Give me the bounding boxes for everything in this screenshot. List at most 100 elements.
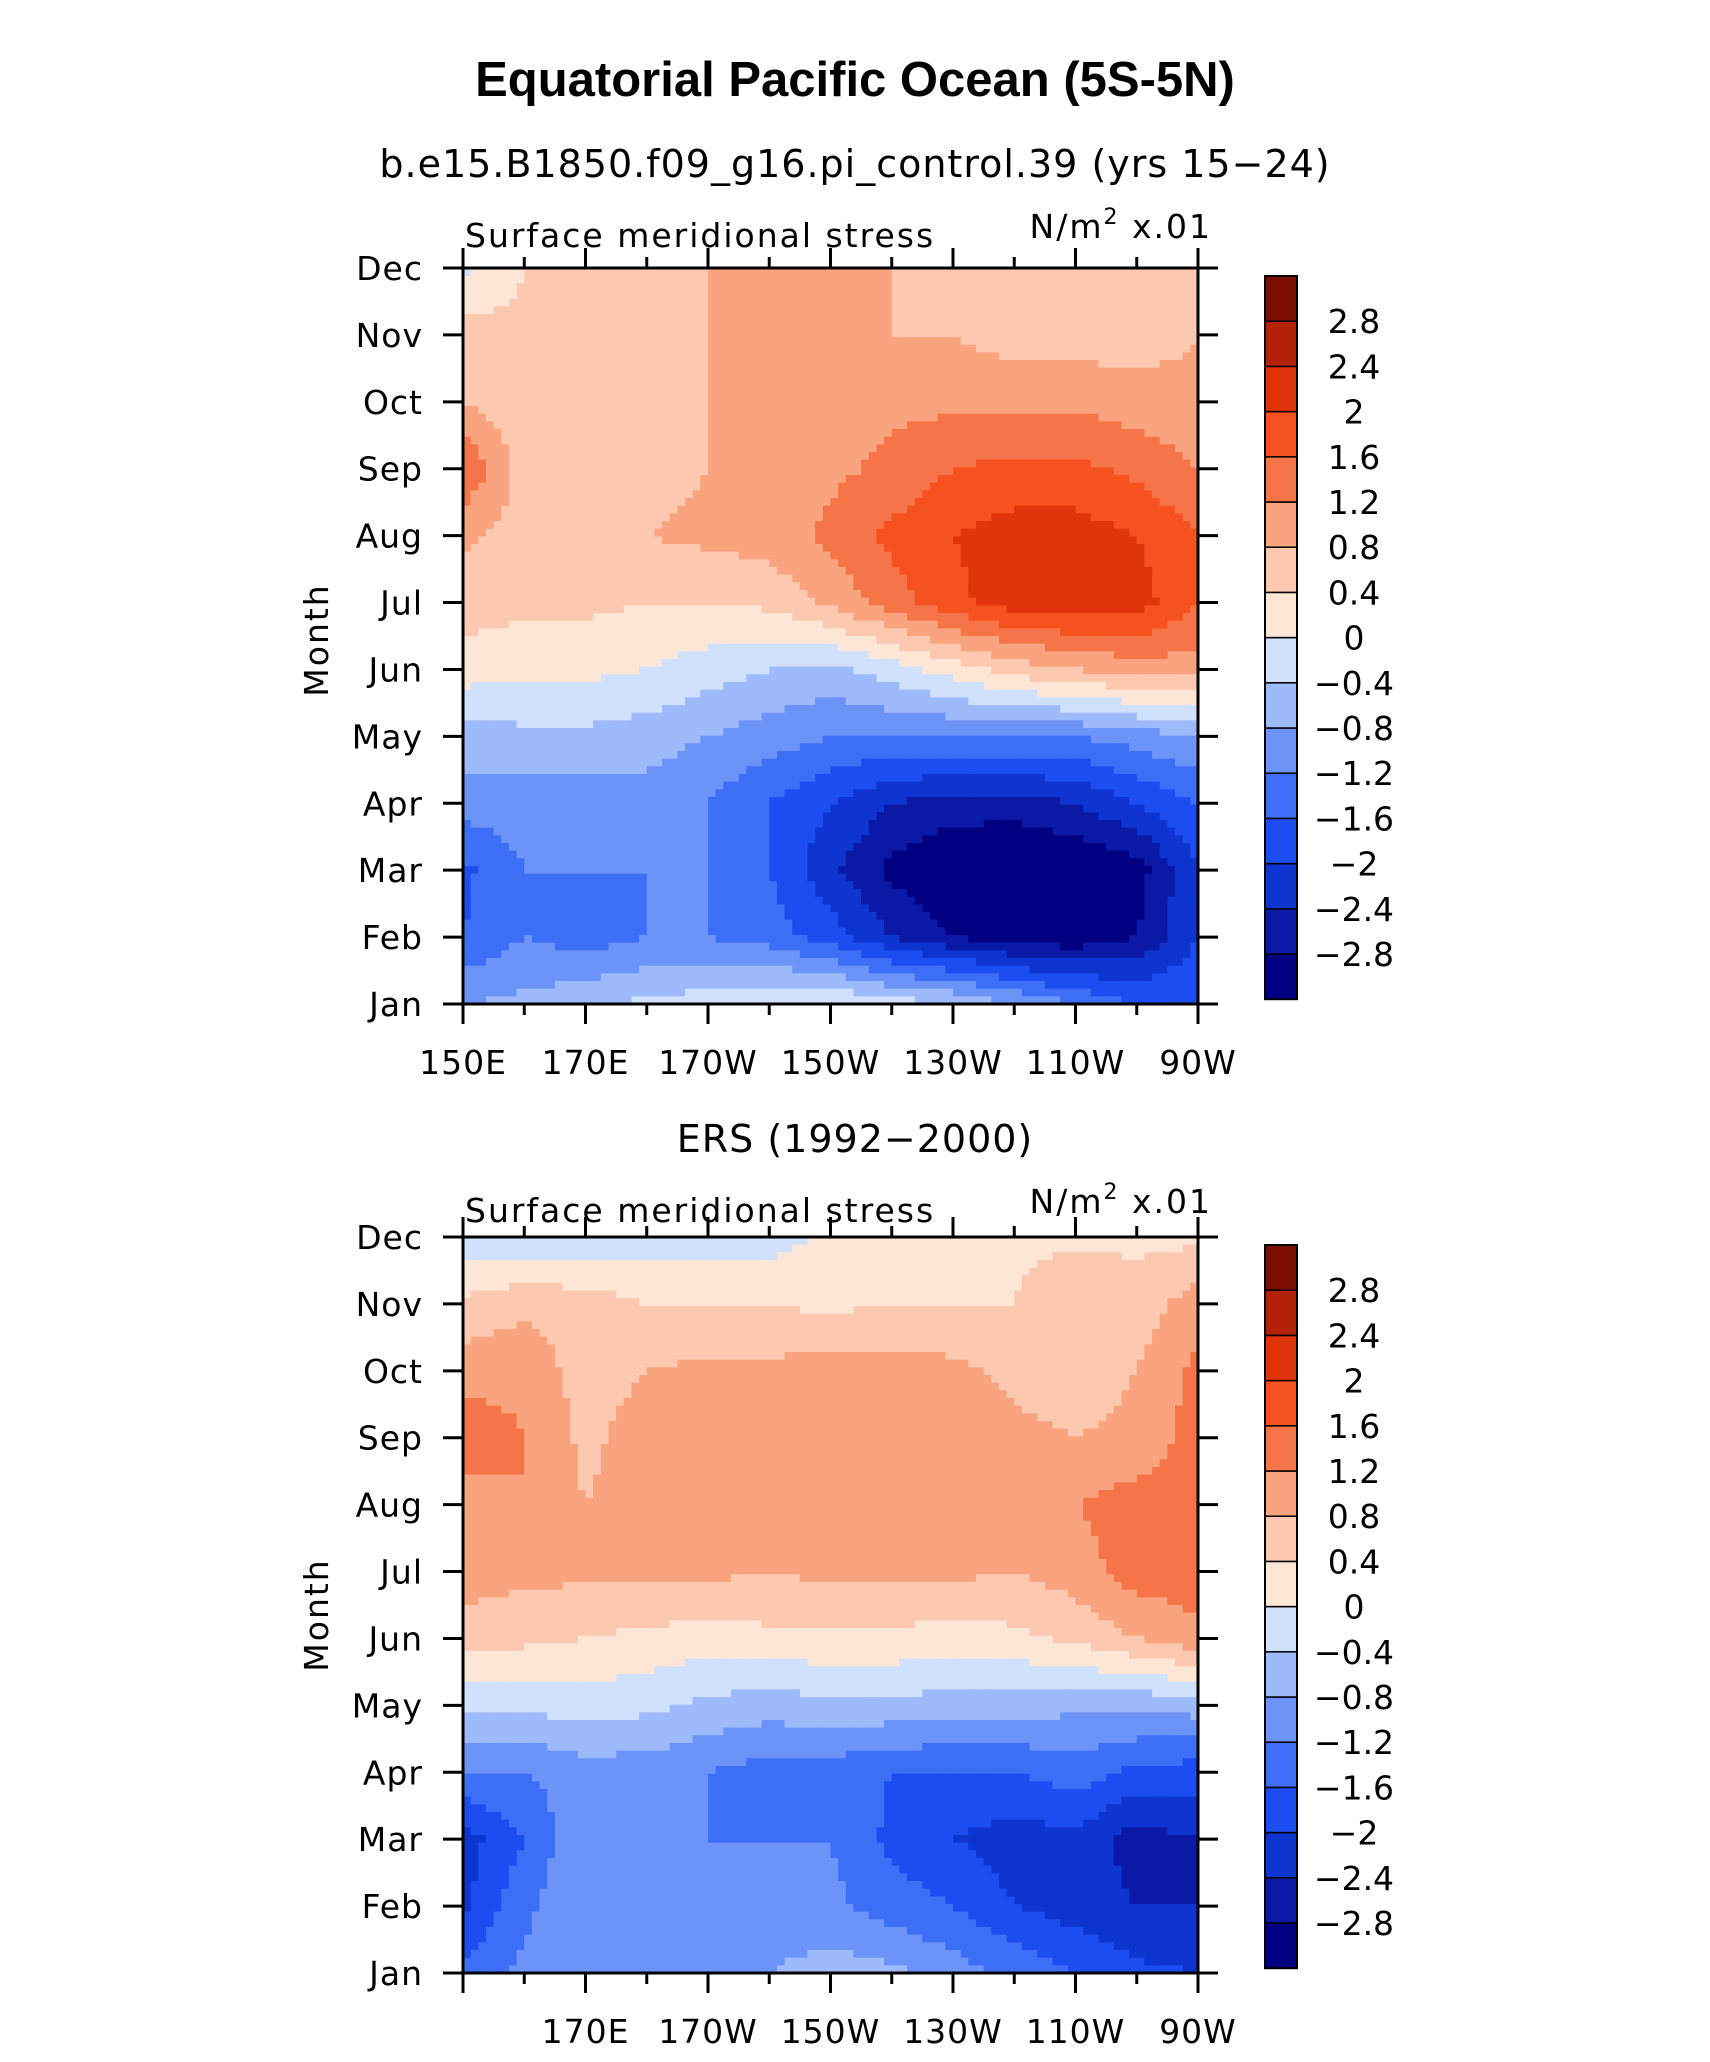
- contour-cell: [1083, 659, 1092, 668]
- contour-cell: [861, 268, 870, 277]
- contour-cell: [738, 620, 747, 629]
- contour-cell: [608, 528, 617, 537]
- contour-cell: [1121, 375, 1130, 384]
- contour-cell: [983, 467, 992, 476]
- contour-cell: [708, 597, 717, 606]
- contour-cell: [524, 314, 533, 323]
- contour-cell: [807, 383, 816, 392]
- contour-cell: [577, 352, 587, 361]
- contour-cell: [554, 444, 564, 453]
- contour-cell: [1113, 551, 1123, 560]
- contour-cell: [593, 452, 602, 461]
- contour-cell: [907, 605, 916, 614]
- contour-cell: [662, 429, 671, 438]
- contour-cell: [600, 291, 610, 300]
- contour-cell: [991, 467, 1000, 476]
- contour-cell: [937, 567, 946, 576]
- contour-cell: [1098, 559, 1107, 568]
- contour-cell: [1136, 528, 1146, 537]
- contour-cell: [547, 268, 556, 277]
- contour-cell: [861, 314, 870, 323]
- contour-cell: [463, 536, 472, 545]
- contour-cell: [1075, 383, 1084, 392]
- contour-cell: [761, 452, 770, 461]
- contour-cell: [1167, 452, 1176, 461]
- contour-cell: [907, 643, 916, 652]
- contour-cell: [746, 352, 755, 361]
- contour-cell: [753, 291, 763, 300]
- contour-cell: [662, 597, 671, 606]
- contour-cell: [531, 521, 541, 530]
- contour-cell: [539, 436, 548, 445]
- contour-cell: [991, 436, 1000, 445]
- contour-cell: [784, 375, 793, 384]
- contour-cell: [861, 275, 870, 284]
- contour-cell: [1136, 352, 1146, 361]
- contour-cell: [761, 352, 770, 361]
- contour-cell: [1098, 628, 1107, 637]
- contour-cell: [662, 505, 671, 514]
- contour-cell: [485, 367, 495, 376]
- contour-cell: [1075, 367, 1084, 376]
- contour-cell: [1113, 620, 1123, 629]
- contour-cell: [769, 574, 778, 583]
- contour-cell: [608, 498, 617, 507]
- contour-cell: [554, 344, 564, 353]
- contour-cell: [600, 590, 610, 599]
- contour-cell: [838, 459, 847, 468]
- contour-cell: [1121, 268, 1130, 277]
- contour-cell: [677, 528, 686, 537]
- contour-cell: [968, 636, 977, 645]
- contour-cell: [700, 390, 709, 399]
- contour-cell: [547, 352, 556, 361]
- contour-cell: [1014, 559, 1023, 568]
- contour-cell: [975, 521, 985, 530]
- contour-cell: [937, 283, 946, 292]
- contour-cell: [975, 275, 985, 284]
- contour-cell: [983, 482, 992, 491]
- contour-cell: [953, 436, 962, 445]
- contour-cell: [1159, 467, 1168, 476]
- contour-cell: [1190, 459, 1199, 468]
- contour-cell: [524, 467, 533, 476]
- contour-cell: [654, 398, 663, 407]
- contour-cell: [1067, 459, 1077, 468]
- contour-cell: [1006, 559, 1015, 568]
- contour-cell: [1144, 651, 1153, 660]
- contour-cell: [1144, 367, 1153, 376]
- contour-cell: [769, 605, 778, 614]
- contour-cell: [1083, 551, 1092, 560]
- contour-cell: [822, 306, 832, 315]
- contour-cell: [485, 475, 495, 484]
- contour-cell: [470, 459, 479, 468]
- contour-cell: [631, 475, 640, 484]
- contour-cell: [815, 314, 824, 323]
- contour-cell: [508, 436, 518, 445]
- contour-cell: [899, 268, 908, 277]
- contour-cell: [1006, 498, 1015, 507]
- contour-cell: [983, 398, 992, 407]
- contour-cell: [884, 383, 893, 392]
- contour-cell: [463, 390, 472, 399]
- contour-cell: [1152, 536, 1161, 545]
- contour-cell: [654, 329, 663, 338]
- contour-cell: [776, 398, 786, 407]
- contour-cell: [554, 429, 564, 438]
- contour-cell: [1159, 620, 1168, 629]
- contour-cell: [960, 605, 969, 614]
- contour-cell: [953, 452, 962, 461]
- contour-cell: [861, 528, 870, 537]
- contour-cell: [1052, 505, 1061, 514]
- contour-cell: [1006, 429, 1015, 438]
- contour-cell: [876, 268, 885, 277]
- contour-cell: [654, 659, 663, 668]
- contour-cell: [677, 337, 686, 346]
- contour-cell: [769, 291, 778, 300]
- contour-cell: [1129, 275, 1138, 284]
- contour-cell: [799, 482, 809, 491]
- contour-cell: [960, 452, 969, 461]
- contour-cell: [478, 429, 487, 438]
- contour-cell: [998, 429, 1008, 438]
- contour-cell: [1182, 536, 1191, 545]
- contour-cell: [1021, 367, 1031, 376]
